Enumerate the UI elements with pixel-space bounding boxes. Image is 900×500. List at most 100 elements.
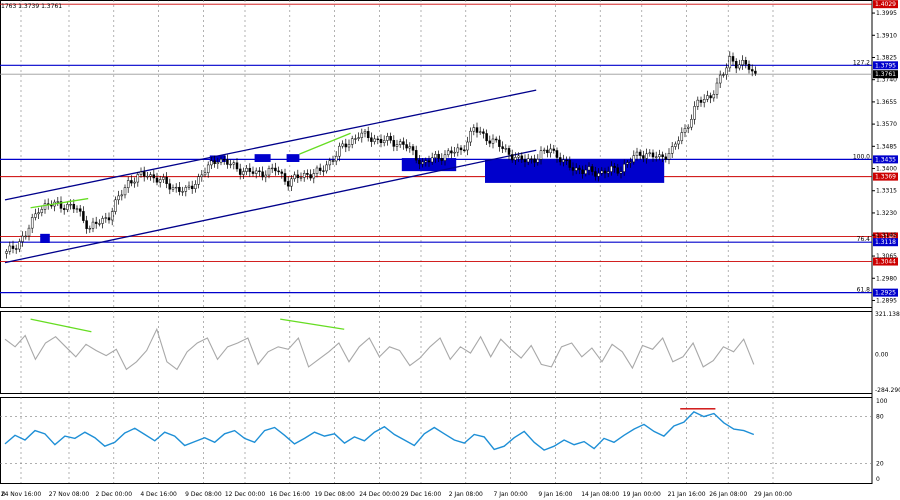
candle-body [715,82,719,95]
price-tick-label: 1.3315 [876,188,897,195]
time-tick-label: 29 Dec 16:00 [401,491,442,498]
candle-body [66,204,69,210]
candle-body [14,248,18,250]
candle-body [347,144,351,148]
fib-level-label: 127.2 [853,59,870,66]
candle-body [629,161,632,163]
candle-body [594,171,597,177]
level-price-label: 1.3140 [875,233,896,240]
candle-body [418,159,421,165]
candle-body [661,154,664,158]
candle-body [747,63,751,70]
time-tick-label: 4 Dec 16:00 [140,491,177,498]
candle-body [536,159,540,163]
price-tick-label: 1.3145 [876,232,897,239]
rsi-tick-label: 0 [876,476,880,483]
candle-body [293,174,296,180]
time-tick-label: 12 Dec 00:00 [225,491,266,498]
candle-body [699,99,703,103]
level-price-label: 1.3761 [875,71,896,78]
candle-body [34,213,37,218]
candle-body [5,251,8,254]
cci-tick-label: 0.00 [875,351,889,358]
candle-body [251,171,255,174]
candle-body [107,217,111,221]
candle-body [373,138,376,142]
candle-body [683,128,687,133]
price-tick-label: 1.3655 [876,99,897,106]
candle-body [654,156,658,158]
candle-body [232,162,236,165]
candle-body [462,149,466,151]
candle-body [283,173,287,182]
candle-body [450,150,453,154]
rsi-tick-label: 20 [876,460,884,467]
candle-body [277,170,280,173]
candle-body [98,223,101,225]
candle-body [123,187,127,196]
candle-body [507,148,511,155]
candle-body [357,137,360,139]
candle-body [43,203,47,210]
candle-body [574,167,578,171]
candle-body [386,136,389,141]
candle-body [546,149,549,154]
candle-body [667,153,671,160]
candle-body [501,146,504,149]
candle-body [194,184,197,189]
candle-body [645,153,648,159]
candle-body [376,138,380,140]
candle-body [171,187,175,190]
level-price-label: 1.3369 [875,174,896,181]
candle-body [405,144,408,149]
candle-body [558,157,562,163]
candle-body [130,180,133,184]
candle-body [286,181,290,187]
candle-body [632,155,636,163]
candle-body [59,201,63,209]
candle-body [686,126,690,129]
candle-body [69,203,72,206]
channel-upper-line [4,89,537,201]
candle-body [341,143,344,147]
cci-pane [0,311,873,394]
candle-body [638,151,642,156]
candle-body [651,152,655,158]
candle-body [254,170,258,174]
candle-body [466,141,469,151]
candlestick-series [5,51,757,259]
candle-body [555,150,559,158]
candle-body [603,170,607,174]
candle-body [491,138,495,144]
time-tick-label: 21 Jan 16:00 [668,491,706,498]
candle-body [360,132,364,138]
candle-body [114,199,117,212]
candle-body [610,165,613,172]
candle-body [670,146,674,154]
level-price-label: 1.3044 [875,259,896,266]
level-price-tag [873,0,898,9]
candle-body [430,157,434,163]
candle-body [37,212,40,215]
candle-body [216,162,220,164]
price-tick-label: 1.2895 [876,297,897,304]
candle-body [334,155,338,162]
candle-body [520,155,524,160]
candle-body [363,131,367,134]
candle-body [648,152,652,155]
candle-body [693,106,696,120]
candle-body [472,127,476,132]
candle-body [187,185,191,188]
time-tick-label: 2 Jan 08:00 [449,491,483,498]
candle-body [142,171,146,177]
candle-body [690,119,693,128]
candle-body [552,148,556,151]
candle-body [190,185,194,189]
candle-body [424,160,428,163]
candle-body [62,208,66,210]
candle-body [440,158,444,161]
candle-body [744,59,748,65]
candle-body [408,146,412,149]
candle-body [75,208,79,210]
candle-body [302,173,306,178]
